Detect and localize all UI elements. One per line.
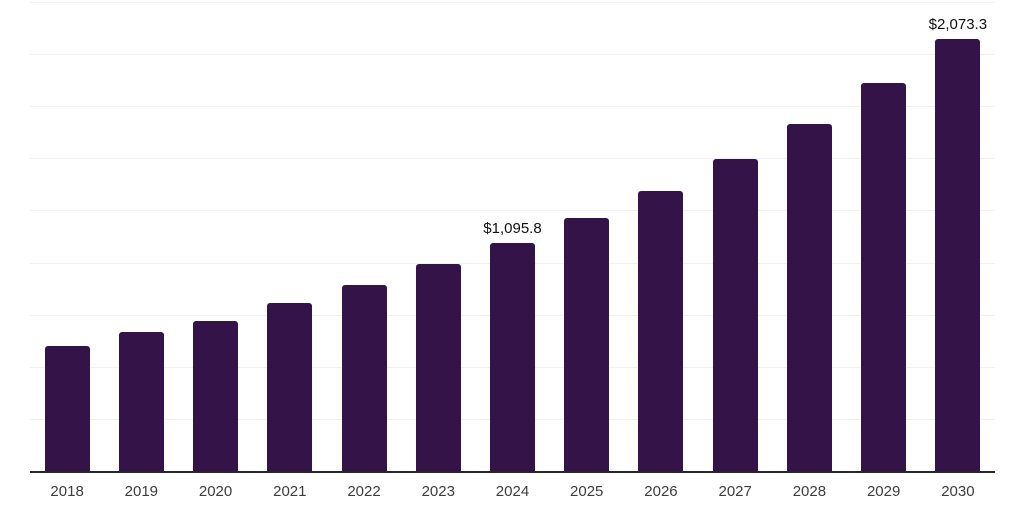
gridline	[30, 2, 995, 3]
x-axis: 2018 2019 2020 2021 2022 2023 2024 2025 2026 2027…	[30, 482, 995, 504]
x-tick-label-2019: 2019	[124, 483, 159, 500]
plot-area: $1,095.8 $2,073.3	[30, 2, 995, 473]
x-tick-label-2029: 2029	[866, 483, 901, 500]
bar-value-label-2030: $2,073.3	[928, 15, 988, 33]
gridline	[30, 106, 995, 108]
x-tick-label-2022: 2022	[347, 483, 381, 500]
bar-2030	[935, 38, 981, 471]
bar-2018	[44, 346, 90, 471]
bar-2020	[193, 321, 239, 471]
x-tick-label-2030: 2030	[941, 483, 975, 500]
bar-2023	[415, 264, 461, 471]
gridline	[30, 54, 995, 56]
x-tick-label-2018: 2018	[50, 483, 84, 500]
bar-2022	[341, 284, 387, 471]
bar-2027	[712, 158, 758, 471]
x-tick-label-2026: 2026	[644, 483, 678, 500]
x-tick-label-2020: 2020	[198, 483, 233, 500]
gridline	[30, 158, 995, 160]
bar-value-label-2024: $1,095.8	[483, 219, 542, 237]
bar-2021	[267, 303, 313, 471]
x-tick-label-2024: 2024	[495, 483, 530, 500]
bar-2019	[118, 332, 164, 471]
bar-2024	[490, 242, 535, 471]
x-tick-label-2025: 2025	[570, 483, 604, 500]
x-tick-label-2021: 2021	[273, 483, 307, 500]
x-tick-label-2023: 2023	[421, 483, 455, 500]
bar-2028	[786, 123, 832, 471]
gridline	[30, 210, 995, 212]
x-tick-label-2028: 2028	[792, 483, 827, 500]
bar-2029	[861, 83, 907, 471]
bar-2025	[564, 217, 610, 471]
bar-2026	[638, 190, 684, 471]
x-tick-label-2027: 2027	[718, 483, 752, 500]
